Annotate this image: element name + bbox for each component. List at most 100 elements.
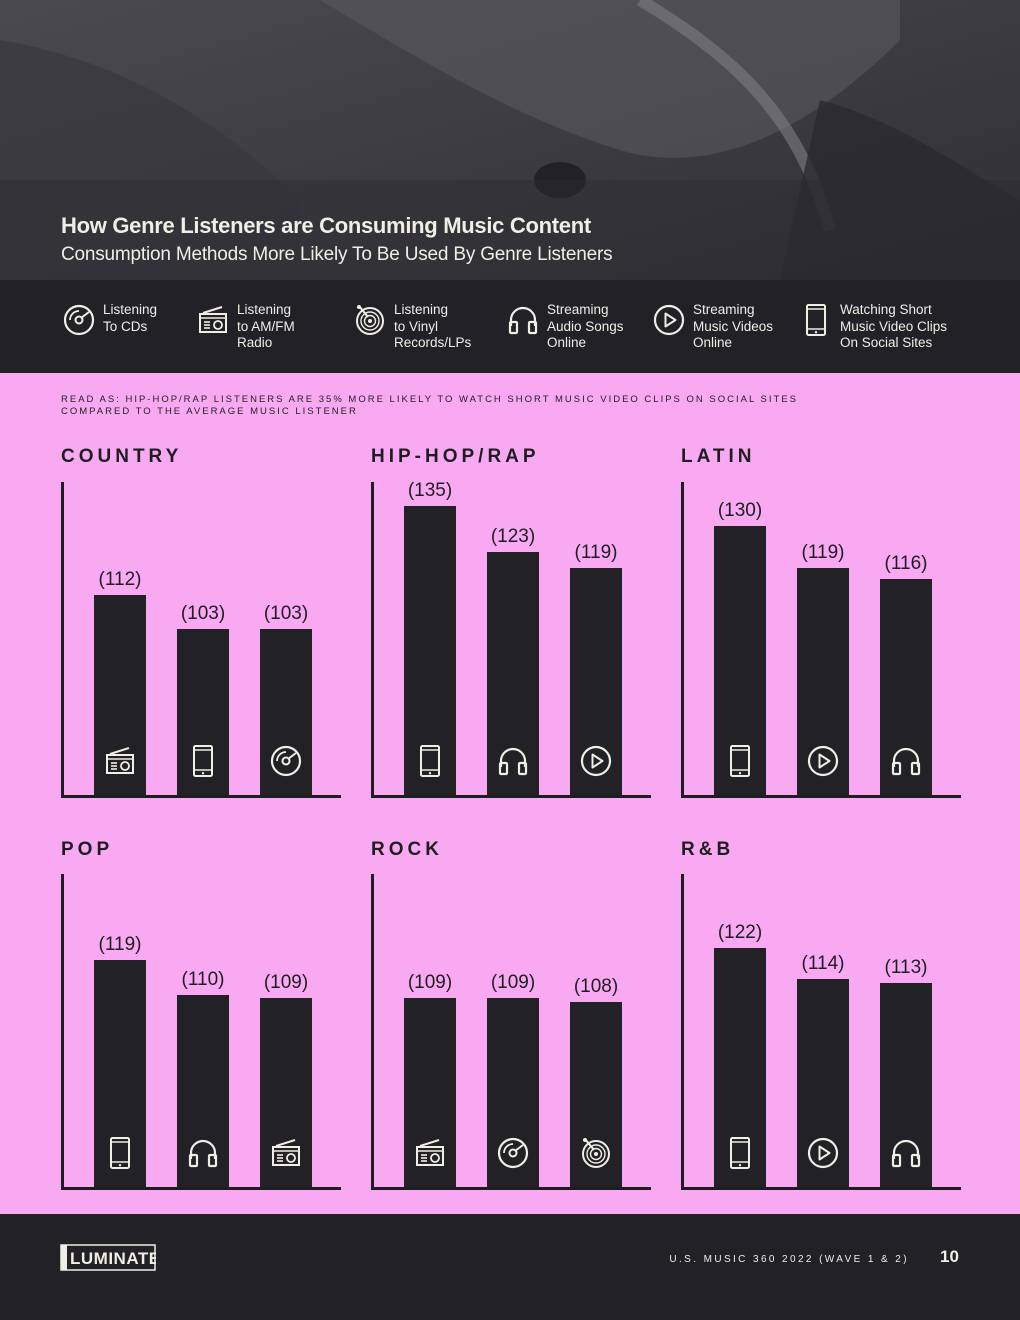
bar xyxy=(714,948,766,1187)
phone-icon xyxy=(104,1137,136,1169)
bar-value-label: (114) xyxy=(801,953,845,975)
footer-source: U.S. MUSIC 360 2022 (WAVE 1 & 2) xyxy=(669,1254,909,1265)
bar xyxy=(94,594,146,795)
play-icon xyxy=(580,745,612,777)
legend-item-video-streaming: Streaming Music Videos Online xyxy=(653,302,773,352)
chart-latin: (130) (119) (116) xyxy=(681,482,961,798)
vinyl-icon xyxy=(354,304,386,336)
bar-value-label: (103) xyxy=(263,603,309,625)
bar xyxy=(880,579,932,795)
x-axis-line xyxy=(681,795,961,798)
legend-item-radio: Listening to AM/FM Radio xyxy=(197,302,295,352)
footer: LUMINATE U.S. MUSIC 360 2022 (WAVE 1 & 2… xyxy=(0,1214,1020,1320)
x-axis-line xyxy=(681,1187,961,1190)
headphones-icon xyxy=(187,1137,219,1169)
radio-icon xyxy=(270,1137,302,1169)
vinyl-icon xyxy=(580,1137,612,1169)
panel-title-country: COUNTRY xyxy=(61,446,183,467)
chart-rock: (109) (109) (108) xyxy=(371,874,651,1190)
bar-value-label: (119) xyxy=(574,541,618,563)
page-number: 10 xyxy=(940,1247,959,1266)
bar-value-label: (108) xyxy=(573,976,619,998)
bar xyxy=(177,994,229,1187)
panel-title-rnb: R&B xyxy=(681,839,735,860)
x-axis-line xyxy=(61,1187,341,1190)
play-icon xyxy=(653,304,685,336)
cd-icon xyxy=(63,304,95,336)
play-icon xyxy=(807,745,839,777)
bar-value-label: (116) xyxy=(884,553,928,575)
bar-value-label: (113) xyxy=(884,956,928,978)
radio-icon xyxy=(414,1137,446,1169)
y-axis-line xyxy=(681,874,684,1190)
hero-banner: How Genre Listeners are Consuming Music … xyxy=(0,0,1020,280)
cd-icon xyxy=(497,1137,529,1169)
legend-item-audio-streaming: Streaming Audio Songs Online xyxy=(507,302,624,352)
legend-item-social-clips: Watching Short Music Video Clips On Soci… xyxy=(800,302,947,352)
bar-value-label: (109) xyxy=(263,972,309,994)
bar-value-label: (110) xyxy=(181,968,225,990)
legend-label: Listening to AM/FM Radio xyxy=(237,302,295,350)
bar-value-label: (119) xyxy=(98,933,142,955)
bar-value-label: (123) xyxy=(490,526,536,548)
bar-value-label: (103) xyxy=(180,603,226,625)
legend-label: Watching Short Music Video Clips On Soci… xyxy=(840,302,948,350)
legend-label: Streaming Audio Songs Online xyxy=(547,302,624,350)
bar xyxy=(260,629,312,795)
legend-label: Listening to Vinyl Records/LPs xyxy=(394,302,472,350)
bar xyxy=(487,552,539,795)
bar-value-label: (119) xyxy=(801,541,845,563)
headphones-icon xyxy=(497,745,529,777)
bar-value-label: (109) xyxy=(490,972,536,994)
read-as-note: READ AS: HIP-HOP/RAP LISTENERS ARE 35% M… xyxy=(61,394,799,417)
phone-icon xyxy=(800,304,832,336)
x-axis-line xyxy=(371,1187,651,1190)
bar-value-label: (130) xyxy=(717,499,763,521)
chart-rnb: (122) (114) (113) xyxy=(681,874,961,1190)
chart-hiphop: (135) (123) (119) xyxy=(371,480,651,798)
bar xyxy=(177,629,229,795)
headphones-icon xyxy=(890,1137,922,1169)
legend-label: Listening To CDs xyxy=(103,302,158,334)
logo-text: LUMINATE xyxy=(70,1249,156,1268)
phone-icon xyxy=(187,745,219,777)
phone-icon xyxy=(724,1137,756,1169)
radio-icon xyxy=(197,304,229,336)
x-axis-line xyxy=(371,795,651,798)
cd-icon xyxy=(270,745,302,777)
phone-icon xyxy=(414,745,446,777)
play-icon xyxy=(807,1137,839,1169)
phone-icon xyxy=(724,745,756,777)
bar xyxy=(570,1002,622,1187)
luminate-logo: LUMINATE xyxy=(60,1244,156,1271)
bar-value-label: (135) xyxy=(407,480,453,502)
y-axis-line xyxy=(61,874,64,1190)
y-axis-line xyxy=(371,874,374,1190)
panel-title-hiphop: HIP-HOP/RAP xyxy=(371,446,540,467)
bar-value-label: (109) xyxy=(407,972,453,994)
radio-icon xyxy=(104,745,136,777)
panel-title-pop: POP xyxy=(61,839,114,860)
page-title: How Genre Listeners are Consuming Music … xyxy=(61,213,591,238)
panel-title-latin: LATIN xyxy=(681,446,756,467)
headphones-icon xyxy=(890,745,922,777)
bar-value-label: (112) xyxy=(98,568,142,590)
chart-pop: (119) (110) (109) xyxy=(61,874,341,1190)
bar-value-label: (122) xyxy=(717,922,763,944)
icon-legend: Listening To CDs Listening to AM/FM Radi… xyxy=(0,280,1020,373)
legend-item-cds: Listening To CDs xyxy=(63,302,157,336)
bar xyxy=(797,979,849,1187)
legend-label: Streaming Music Videos Online xyxy=(693,302,774,350)
headphones-icon xyxy=(507,304,539,336)
x-axis-line xyxy=(61,795,341,798)
page-subtitle: Consumption Methods More Likely To Be Us… xyxy=(61,244,613,265)
panel-title-rock: ROCK xyxy=(371,839,443,860)
y-axis-line xyxy=(681,482,684,798)
bar xyxy=(94,959,146,1187)
bar xyxy=(880,982,932,1187)
legend-item-vinyl: Listening to Vinyl Records/LPs xyxy=(354,302,471,352)
y-axis-line xyxy=(371,482,374,798)
y-axis-line xyxy=(61,482,64,798)
bar xyxy=(404,998,456,1187)
bar xyxy=(260,998,312,1187)
